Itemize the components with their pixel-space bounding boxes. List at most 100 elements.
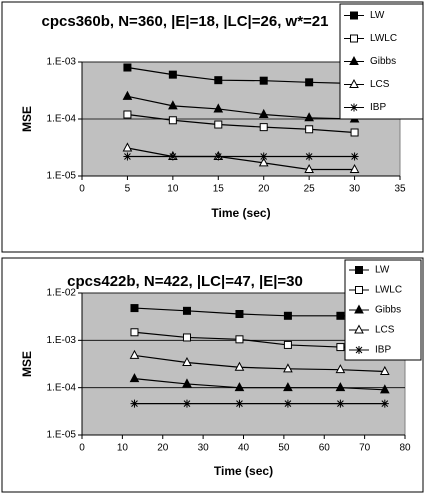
marker (379, 384, 390, 394)
marker (355, 266, 363, 274)
y-tick-label: 1.E-03 (47, 335, 77, 346)
marker (283, 311, 292, 320)
x-tick-label: 60 (319, 443, 331, 454)
marker (122, 90, 133, 100)
legend-label: LWLC (375, 285, 402, 296)
marker (283, 340, 292, 349)
marker (235, 399, 244, 408)
marker (349, 78, 359, 88)
marker (182, 356, 192, 367)
marker (259, 123, 268, 132)
x-tick-label: 35 (394, 184, 406, 195)
y-tick-label: 1.E-05 (47, 430, 77, 441)
x-axis-label: Time (sec) (211, 206, 270, 220)
x-tick-label: 30 (349, 184, 361, 195)
x-tick-label: 40 (238, 443, 250, 454)
x-tick-label: 5 (125, 184, 131, 195)
marker (214, 120, 223, 129)
x-tick-label: 10 (117, 443, 129, 454)
marker (234, 382, 245, 392)
x-axis-label: Time (sec) (214, 464, 273, 478)
y-tick-label: 1.E-02 (47, 288, 77, 299)
x-tick-label: 0 (79, 184, 85, 195)
marker (214, 76, 223, 85)
marker (350, 128, 359, 137)
marker (283, 382, 293, 392)
legend-label: IBP (370, 102, 386, 113)
marker (182, 333, 191, 342)
series-line (134, 378, 385, 391)
legend-label: Gibbs (375, 305, 401, 316)
marker (355, 346, 363, 354)
marker (336, 311, 345, 320)
series-line (127, 113, 355, 134)
chart-title: cpcs360b, N=360, |E|=18, |LC|=26, w*=21 (42, 13, 329, 30)
marker (130, 328, 139, 337)
x-tick-label: 25 (304, 184, 316, 195)
marker (168, 70, 177, 79)
marker (305, 125, 314, 134)
marker (283, 363, 293, 373)
marker (123, 110, 132, 119)
marker (305, 78, 314, 87)
marker (350, 103, 358, 112)
marker (305, 152, 314, 161)
series-line (127, 147, 355, 171)
series-line (134, 354, 385, 373)
chart-title: cpcs422b, N=422, |LC|=47, |E|=30 (67, 273, 303, 290)
marker (335, 382, 346, 392)
marker (182, 306, 191, 315)
marker (354, 304, 364, 314)
marker (349, 55, 359, 65)
marker (168, 116, 177, 125)
marker (235, 335, 244, 344)
marker (214, 152, 223, 161)
marker (350, 11, 358, 20)
series-line (127, 66, 355, 85)
marker (354, 324, 364, 334)
x-tick-label: 50 (278, 443, 290, 454)
x-tick-label: 15 (213, 184, 225, 195)
y-tick-label: 1.E-05 (47, 171, 77, 182)
marker (355, 286, 363, 294)
x-tick-label: 80 (399, 443, 411, 454)
legend-label: LWLC (370, 33, 397, 44)
legend-label: IBP (375, 345, 391, 356)
marker (234, 361, 245, 371)
marker (258, 157, 269, 167)
marker (168, 152, 177, 161)
marker (304, 112, 314, 122)
marker (335, 364, 346, 374)
marker (123, 63, 132, 72)
marker (129, 373, 140, 383)
marker (283, 399, 292, 408)
marker (168, 100, 178, 110)
legend-label: LCS (375, 325, 395, 336)
y-tick-label: 1.E-04 (47, 382, 77, 393)
y-axis-label: MSE (20, 106, 34, 132)
marker (235, 310, 244, 319)
marker (123, 152, 132, 161)
marker (380, 399, 389, 408)
x-tick-label: 70 (359, 443, 371, 454)
marker (213, 103, 224, 113)
marker (336, 399, 345, 408)
marker (259, 76, 268, 85)
y-tick-label: 1.E-03 (47, 57, 77, 68)
marker (258, 108, 269, 118)
marker (350, 34, 358, 43)
legend-label: LW (375, 265, 390, 276)
marker (130, 399, 139, 408)
x-tick-label: 10 (167, 184, 179, 195)
y-axis-label: MSE (20, 351, 34, 377)
x-tick-label: 20 (157, 443, 169, 454)
legend-label: LW (370, 10, 385, 21)
marker (182, 378, 192, 388)
legend-label: Gibbs (370, 56, 396, 67)
x-tick-label: 20 (258, 184, 270, 195)
marker (259, 152, 268, 161)
x-tick-label: 30 (198, 443, 210, 454)
marker (336, 343, 345, 352)
